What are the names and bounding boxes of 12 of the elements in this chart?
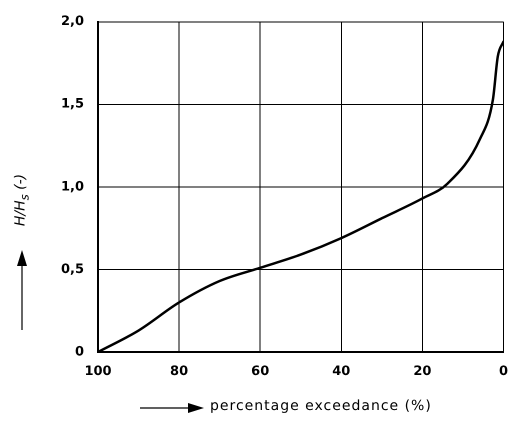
x-tick-label: 20 xyxy=(413,364,432,380)
y-tick-label: 2,0 xyxy=(60,14,84,30)
y-tick-label: 1,5 xyxy=(60,96,84,112)
x-tick-label: 80 xyxy=(170,364,188,380)
y-tick-label: 0 xyxy=(74,344,84,360)
y-tick-label: 1,0 xyxy=(60,179,84,194)
x-tick-label: 40 xyxy=(332,364,350,380)
x-tick-label: 0 xyxy=(498,364,508,380)
x-tick-label: 60 xyxy=(251,364,270,380)
y-tick-label: 0,5 xyxy=(60,262,84,277)
x-axis-title: percentage exceedance (%) xyxy=(210,398,432,414)
x-tick-label: 100 xyxy=(84,364,112,380)
